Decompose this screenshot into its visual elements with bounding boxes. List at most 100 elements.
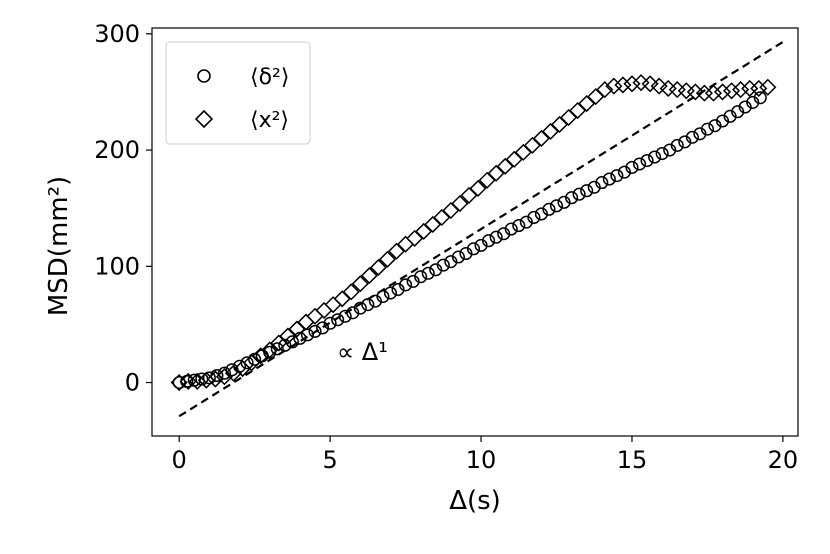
msd-time-averaged-point xyxy=(542,202,556,216)
legend-entry-msd-time-averaged: ⟨δ²⟩ xyxy=(250,65,289,90)
x-axis-label: Δ(s) xyxy=(449,486,501,516)
msd-time-averaged-point xyxy=(459,246,473,261)
msd-time-averaged-point xyxy=(436,258,450,272)
msd-ensemble-point xyxy=(406,229,424,247)
msd-ensemble-point xyxy=(369,258,387,277)
msd-time-averaged-point xyxy=(338,309,352,323)
msd-time-averaged-point xyxy=(640,153,654,168)
msd-time-averaged-point xyxy=(587,180,601,194)
msd-time-averaged-point xyxy=(700,122,714,136)
msd-ensemble-point xyxy=(378,250,397,268)
y-tick-label: 100 xyxy=(94,252,140,280)
msd-ensemble-point xyxy=(469,179,487,197)
msd-time-averaged-point xyxy=(368,294,382,308)
msd-time-averaged-point xyxy=(323,316,337,330)
msd-ensemble-point xyxy=(397,235,415,253)
msd-ensemble-point xyxy=(605,77,623,95)
msd-time-averaged-point xyxy=(504,222,518,236)
msd-time-averaged-point xyxy=(482,234,496,248)
msd-ensemble-point xyxy=(704,84,723,102)
msd-ensemble-point xyxy=(587,88,605,106)
msd-time-averaged-point xyxy=(376,289,390,304)
msd-time-averaged-point xyxy=(316,321,330,335)
msd-time-averaged-point xyxy=(685,130,699,144)
y-tick-label: 300 xyxy=(94,20,140,48)
msd-time-averaged-point xyxy=(602,172,616,186)
msd-ensemble-point xyxy=(596,81,614,99)
msd-time-averaged-point xyxy=(655,146,669,161)
msd-ensemble-point xyxy=(197,371,215,389)
msd-ensemble-point xyxy=(623,75,641,93)
msd-ensemble-point xyxy=(560,108,578,127)
msd-time-averaged-point xyxy=(663,143,677,157)
msd-ensemble-point xyxy=(442,201,460,220)
msd-time-averaged-point xyxy=(738,100,752,114)
y-axis-label: MSD(mm²) xyxy=(44,176,74,316)
msd-time-averaged-point xyxy=(391,282,405,297)
msd-ensemble-point xyxy=(505,150,523,168)
msd-time-averaged-point xyxy=(557,195,571,209)
msd-ensemble-point xyxy=(541,122,560,141)
msd-time-averaged-point xyxy=(399,278,413,292)
msd-ensemble-point xyxy=(188,372,206,390)
x-tick-label: 20 xyxy=(768,446,799,474)
legend-frame xyxy=(165,41,311,145)
msd-ensemble-point xyxy=(342,283,360,301)
msd-time-averaged-point xyxy=(474,238,488,252)
msd-ensemble-point xyxy=(496,157,514,175)
legend-circle-marker xyxy=(197,69,211,83)
msd-time-averaged-point xyxy=(346,306,360,320)
msd-ensemble-point xyxy=(723,82,741,100)
msd-time-averaged-point xyxy=(361,298,375,312)
msd-ensemble-point xyxy=(215,368,234,386)
msd-time-averaged-point xyxy=(466,242,481,256)
msd-time-averaged-point xyxy=(489,230,503,244)
msd-ensemble-point xyxy=(424,215,442,234)
msd-time-averaged-point xyxy=(648,150,662,164)
x-tick-label: 0 xyxy=(172,446,187,474)
msd-time-averaged-point xyxy=(331,313,345,327)
x-tick-label: 15 xyxy=(617,446,648,474)
msd-ensemble-point xyxy=(433,208,451,227)
msd-ensemble-point xyxy=(713,83,732,101)
msd-time-averaged-point xyxy=(632,157,647,171)
msd-time-averaged-point xyxy=(172,375,186,390)
msd-time-averaged-point xyxy=(217,366,231,380)
msd-time-averaged-point xyxy=(723,109,737,123)
msd-ensemble-point xyxy=(224,364,243,382)
msd-time-averaged-point xyxy=(414,270,428,284)
msd-time-averaged-point xyxy=(240,356,254,370)
msd-time-averaged-point xyxy=(731,105,745,119)
msd-ensemble-point xyxy=(514,143,532,161)
msd-ensemble-point xyxy=(578,94,596,113)
legend-diamond-marker xyxy=(194,109,214,129)
msd-ensemble-point xyxy=(306,307,324,325)
msd-time-averaged-point xyxy=(715,114,730,128)
msd-time-averaged-point xyxy=(519,215,533,229)
msd-ensemble-point xyxy=(324,296,342,314)
y-tick-label: 200 xyxy=(94,136,140,164)
msd-time-averaged-point xyxy=(572,187,586,201)
msd-time-averaged-point xyxy=(625,160,639,175)
msd-time-averaged-point xyxy=(308,324,322,338)
msd-time-averaged-point xyxy=(617,165,631,179)
msd-time-averaged-point xyxy=(527,210,541,225)
axes-frame xyxy=(151,27,799,437)
plot-area xyxy=(170,41,784,418)
msd-time-averaged-point xyxy=(383,286,398,300)
msd-ensemble-point xyxy=(170,373,188,392)
msd-time-averaged-point xyxy=(678,135,692,149)
msd-time-averaged-point xyxy=(497,227,511,241)
x-tick-label: 5 xyxy=(322,446,337,474)
msd-ensemble-point xyxy=(315,301,333,320)
msd-time-averaged-point xyxy=(670,138,684,152)
msd-ensemble-point xyxy=(351,275,369,293)
msd-ensemble-point xyxy=(550,115,569,134)
msd-time-averaged-point xyxy=(406,274,420,288)
msd-ensemble-point xyxy=(206,370,224,388)
msd-ensemble-point xyxy=(532,129,550,147)
msd-ensemble-point xyxy=(360,267,378,285)
msd-ensemble-point xyxy=(732,81,750,99)
msd-time-averaged-point xyxy=(353,301,367,315)
